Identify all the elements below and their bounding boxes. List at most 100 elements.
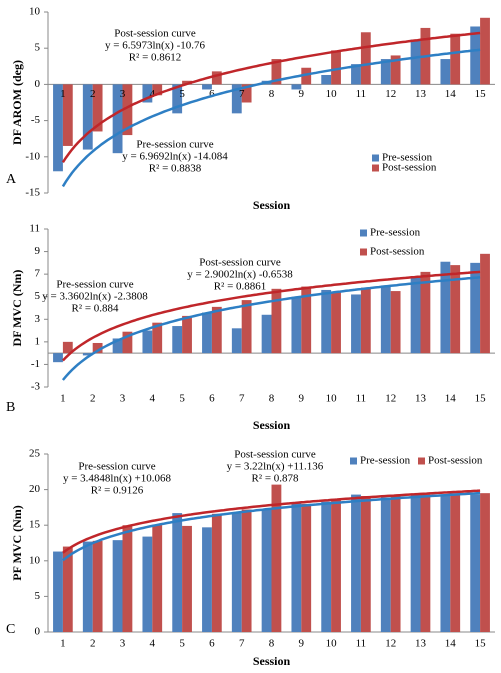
trend-r2: R² = 0.9126	[91, 485, 144, 497]
x-tick-label: 14	[445, 88, 457, 100]
bar	[92, 342, 103, 354]
x-tick-label: 14	[445, 393, 457, 405]
bar	[390, 291, 401, 354]
trend-r2: R² = 0.8838	[149, 163, 202, 175]
bar	[360, 496, 371, 632]
bar	[380, 497, 391, 632]
bar	[122, 525, 133, 632]
bar	[152, 524, 163, 632]
bar	[112, 338, 123, 354]
x-tick-label: 10	[326, 638, 338, 650]
x-tick-label: 4	[150, 393, 156, 405]
x-tick-label: 15	[475, 88, 487, 100]
bar	[62, 546, 73, 632]
trend-label: Pre-session curve	[78, 461, 155, 473]
bar	[202, 312, 212, 354]
x-axis-title: Session	[253, 198, 291, 212]
x-tick-label: 6	[209, 638, 215, 650]
bar	[271, 59, 282, 85]
x-tick-label: 9	[299, 393, 305, 405]
trend-r2: R² = 0.884	[71, 303, 119, 315]
y-tick-label: 20	[29, 483, 41, 495]
x-tick-label: 8	[269, 393, 275, 405]
x-tick-label: 3	[120, 638, 126, 650]
x-tick-label: 1	[60, 88, 66, 100]
trend-equation: y = 3.3602ln(x) -2.3808	[42, 291, 148, 303]
y-tick-label: 0	[35, 78, 41, 90]
y-tick-label: 9	[35, 245, 41, 257]
x-tick-label: 3	[120, 88, 126, 100]
trend-curve	[61, 31, 481, 163]
x-tick-label: 10	[326, 393, 338, 405]
y-tick-label: 5	[35, 290, 41, 302]
bar	[470, 26, 481, 85]
x-tick-label: 9	[299, 88, 305, 100]
x-tick-label: 13	[415, 638, 427, 650]
bar	[351, 294, 361, 354]
trend-equation: y = 3.22ln(x) +11.136	[227, 461, 324, 473]
bar	[92, 84, 103, 132]
x-tick-label: 12	[385, 88, 396, 100]
x-tick-label: 2	[90, 88, 96, 100]
bar	[122, 84, 133, 136]
legend-label: Pre-session	[382, 152, 433, 164]
bar	[231, 328, 242, 354]
bar	[351, 64, 361, 85]
bar	[122, 331, 133, 354]
bar	[390, 495, 401, 632]
bar	[291, 296, 302, 354]
y-tick-label: 10	[29, 554, 41, 566]
bar	[82, 84, 93, 150]
bar	[53, 353, 63, 363]
legend-swatch	[360, 248, 367, 256]
y-tick-label: 1	[35, 335, 41, 347]
bar	[62, 84, 73, 146]
bar	[360, 32, 371, 85]
x-tick-label: 11	[356, 88, 367, 100]
bar	[172, 326, 183, 354]
bar	[62, 341, 73, 354]
x-tick-label: 9	[299, 638, 305, 650]
bar	[380, 285, 391, 354]
bar	[112, 84, 123, 154]
x-tick-label: 6	[209, 393, 215, 405]
bar	[241, 509, 252, 632]
bar	[182, 80, 192, 85]
bar	[450, 493, 461, 632]
bar	[142, 330, 153, 354]
x-tick-label: 7	[239, 393, 245, 405]
trend-curve	[62, 270, 481, 362]
trend-equation: y = 6.9692ln(x) -14.084	[122, 151, 228, 163]
bar	[231, 84, 242, 114]
bar	[271, 288, 282, 354]
x-tick-label: 5	[179, 393, 185, 405]
y-tick-label: -5	[31, 114, 41, 126]
bar	[211, 513, 222, 632]
x-tick-label: 12	[385, 393, 396, 405]
bar	[410, 494, 421, 632]
bar	[241, 300, 252, 354]
y-tick-label: -1	[31, 358, 40, 370]
bar	[380, 59, 391, 85]
bar	[331, 50, 341, 85]
y-tick-label: 5	[35, 590, 41, 602]
y-axis-title: PF MVC (Nm)	[10, 505, 24, 581]
bar	[261, 509, 272, 632]
bar	[152, 322, 163, 354]
x-tick-label: 13	[415, 88, 427, 100]
legend-swatch	[372, 164, 379, 172]
y-tick-label: 25	[29, 448, 41, 460]
trend-r2: R² = 0.8861	[214, 281, 267, 293]
bar	[92, 540, 103, 632]
x-tick-label: 7	[239, 638, 245, 650]
bar	[470, 494, 481, 632]
y-tick-label: 10	[29, 6, 41, 18]
x-axis-title: Session	[253, 418, 291, 432]
bar	[142, 84, 153, 103]
x-tick-label: 10	[326, 88, 338, 100]
trend-label: Pre-session curve	[56, 279, 133, 291]
bar	[351, 494, 361, 632]
bar	[480, 17, 490, 85]
y-tick-label: 5	[35, 42, 41, 54]
